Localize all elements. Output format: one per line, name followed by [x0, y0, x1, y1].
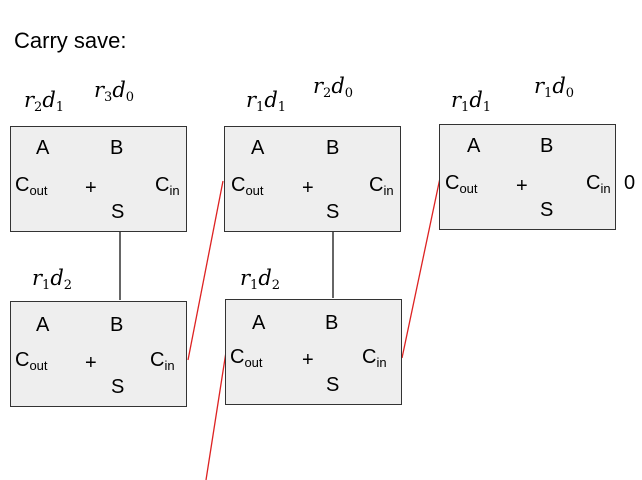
sum-output: S: [540, 199, 554, 221]
input-a: A: [36, 314, 50, 336]
sum-output: S: [326, 201, 340, 223]
full-adder-top-1: A B Cout + Cin S: [10, 126, 187, 232]
carry-wire-bottom2-to-top3: [401, 177, 441, 359]
carry-out: Cout: [15, 349, 48, 373]
input-a: A: [251, 137, 265, 159]
carry-in: Cin: [362, 346, 387, 370]
carry-out: Cout: [231, 174, 264, 198]
label-col2-top-left: r1d1: [246, 88, 287, 115]
full-adder-bottom-1: A B Cout + Cin S: [10, 301, 187, 407]
carry-out: Cout: [230, 346, 263, 370]
input-b: B: [110, 137, 124, 159]
sum-output: S: [111, 201, 125, 223]
label-col3-top-left: r1d1: [451, 88, 492, 115]
carry-wire-bottom2-out: [205, 351, 227, 480]
label-col3-top-right: r1d0: [534, 74, 575, 101]
carry-in: Cin: [369, 174, 394, 198]
plus-sign: +: [302, 349, 314, 371]
carry-out: Cout: [15, 174, 48, 198]
carry-in: Cin: [586, 172, 611, 196]
label-col2-bottom: r1d2: [240, 266, 281, 293]
carry-in-zero: 0: [624, 172, 636, 194]
input-a: A: [36, 137, 50, 159]
input-b: B: [110, 314, 124, 336]
label-col2-top-right: r2d0: [313, 74, 354, 101]
label-col1-top-right: r3d0: [94, 78, 135, 105]
full-adder-top-2: A B Cout + Cin S: [224, 126, 401, 232]
sum-output: S: [326, 374, 340, 396]
carry-in: Cin: [150, 349, 175, 373]
plus-sign: +: [302, 177, 314, 199]
sum-output: S: [111, 376, 125, 398]
input-b: B: [326, 137, 340, 159]
carry-in: Cin: [155, 174, 180, 198]
label-col1-top-left: r2d1: [24, 88, 65, 115]
input-a: A: [252, 312, 266, 334]
carry-out: Cout: [445, 172, 478, 196]
plus-sign: +: [85, 352, 97, 374]
plus-sign: +: [516, 175, 528, 197]
carry-wire-bottom1-to-top2: [187, 180, 224, 361]
full-adder-top-3: A B Cout + Cin S: [439, 124, 616, 230]
full-adder-bottom-2: A B Cout + Cin S: [225, 299, 402, 405]
diagram-title: Carry save:: [14, 28, 127, 53]
label-col1-bottom: r1d2: [32, 266, 73, 293]
input-b: B: [540, 135, 554, 157]
input-b: B: [325, 312, 339, 334]
input-a: A: [467, 135, 481, 157]
plus-sign: +: [85, 177, 97, 199]
